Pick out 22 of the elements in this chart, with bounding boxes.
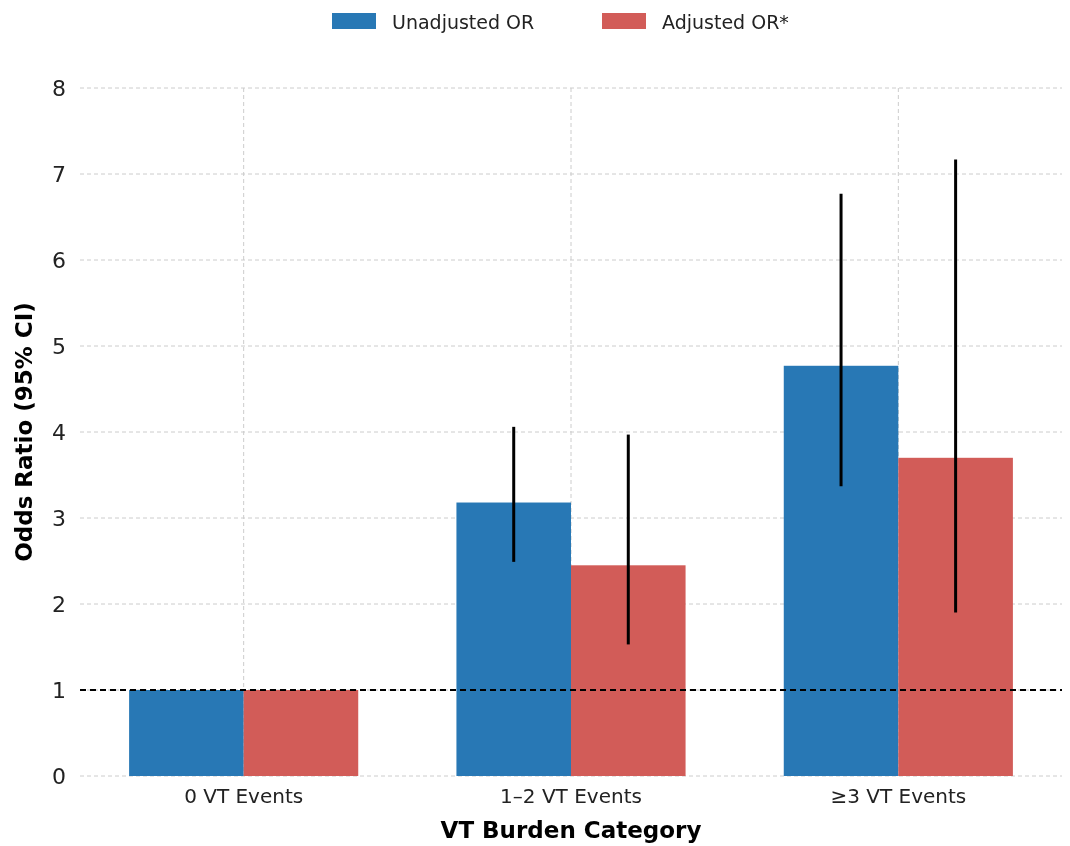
- bar: [571, 565, 686, 776]
- x-tick-label: 1–2 VT Events: [500, 784, 642, 808]
- legend-label: Adjusted OR*: [662, 10, 789, 33]
- x-axis-title: VT Burden Category: [440, 817, 702, 843]
- y-tick-label: 2: [52, 591, 66, 617]
- bar: [243, 690, 359, 776]
- x-tick-label: 0 VT Events: [184, 784, 304, 808]
- y-tick-label: 5: [52, 333, 66, 359]
- bar: [783, 365, 899, 776]
- bar: [898, 457, 1013, 776]
- y-tick-label: 3: [52, 505, 66, 531]
- y-axis-title: Odds Ratio (95% CI): [11, 302, 37, 562]
- y-tick-label: 7: [52, 161, 66, 187]
- y-tick-label: 6: [52, 247, 66, 273]
- bar: [129, 690, 244, 776]
- y-tick-label: 0: [52, 763, 66, 789]
- legend-label: Unadjusted OR: [392, 10, 535, 33]
- y-tick-label: 1: [52, 677, 66, 703]
- x-tick-label: ≥3 VT Events: [830, 784, 967, 808]
- bar: [456, 502, 571, 776]
- y-tick-label: 4: [52, 419, 66, 445]
- y-tick-label: 8: [52, 75, 66, 101]
